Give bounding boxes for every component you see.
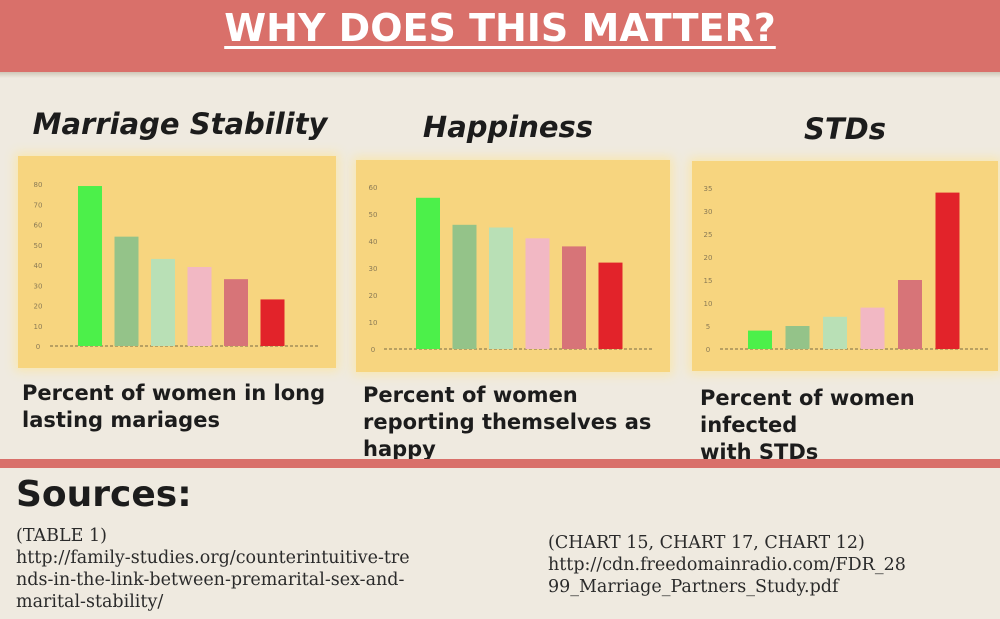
bar <box>562 246 586 349</box>
bar <box>898 280 922 349</box>
y-tick-label: 50 <box>34 242 43 250</box>
bar <box>224 279 248 346</box>
bar <box>525 238 550 349</box>
y-tick-label: 30 <box>34 282 43 290</box>
bar <box>823 316 847 349</box>
y-tick-label: 10 <box>34 323 43 331</box>
banner-shadow <box>0 72 1000 78</box>
caption-marriage-stability: Percent of women in long lasting mariage… <box>22 380 342 434</box>
chart-stds: 0 5 10 15 20 25 30 35 <box>704 185 988 354</box>
caption-happiness: Percent of women reporting themselves as… <box>363 382 663 463</box>
chart-happiness: 0 10 20 30 40 50 60 <box>369 184 652 354</box>
bar <box>187 267 212 346</box>
y-tick-label: 0 <box>706 346 710 354</box>
caption-stds: Percent of women infected with STDs <box>700 385 995 466</box>
y-tick-label: 20 <box>369 292 378 300</box>
source-link[interactable]: http://cdn.freedomainradio.com/FDR_28 <box>548 555 906 575</box>
bar <box>452 224 477 349</box>
caption-line: Percent of women infected <box>700 386 915 437</box>
header-banner <box>0 0 1000 72</box>
bar <box>598 262 623 349</box>
y-tick-label: 15 <box>704 277 713 285</box>
y-tick-label: 0 <box>371 346 375 354</box>
y-tick-label: 80 <box>34 181 43 189</box>
chart-marriage-stability: 0 10 20 30 40 50 60 70 80 <box>34 181 318 351</box>
section-divider <box>0 459 1000 468</box>
bar <box>935 192 960 349</box>
bar <box>860 307 885 349</box>
source-link[interactable]: nds-in-the-link-between-premarital-sex-a… <box>16 570 405 590</box>
page-title: WHY DOES THIS MATTER? <box>224 6 776 50</box>
chart-panel-happiness: 0 10 20 30 40 50 60 <box>356 160 670 372</box>
chart-panel-stds: 0 5 10 15 20 25 30 35 <box>692 161 998 371</box>
source-label: (TABLE 1) <box>16 526 107 546</box>
y-tick-label: 20 <box>34 303 43 311</box>
bar <box>416 197 440 349</box>
caption-line: Percent of women in long <box>22 381 326 405</box>
y-tick-label: 20 <box>704 254 713 262</box>
y-tick-label: 70 <box>34 201 43 209</box>
source-left: (TABLE 1) http://family-studies.org/coun… <box>16 525 526 613</box>
y-tick-label: 60 <box>369 184 378 192</box>
y-tick-label: 40 <box>34 262 43 270</box>
y-tick-label: 30 <box>369 265 378 273</box>
y-tick-label: 10 <box>704 300 713 308</box>
bar <box>489 227 513 349</box>
bar <box>748 330 772 349</box>
source-link[interactable]: 99_Marriage_Partners_Study.pdf <box>548 577 839 597</box>
bar <box>260 299 285 346</box>
y-tick-label: 40 <box>369 238 378 246</box>
source-right: (CHART 15, CHART 17, CHART 12) http://cd… <box>548 532 988 598</box>
bar <box>114 236 139 346</box>
y-tick-label: 0 <box>36 343 40 351</box>
chart-title-happiness: Happiness <box>422 110 594 144</box>
bar <box>785 326 810 349</box>
bar <box>78 186 102 346</box>
chart-title-stds: STDs <box>803 112 886 146</box>
bar <box>151 258 175 346</box>
source-label: (CHART 15, CHART 17, CHART 12) <box>548 533 865 553</box>
y-tick-label: 50 <box>369 211 378 219</box>
y-tick-label: 30 <box>704 208 713 216</box>
y-tick-label: 60 <box>34 222 43 230</box>
caption-line: happy <box>363 437 436 461</box>
y-tick-label: 25 <box>704 231 713 239</box>
chart-title-marriage-stability: Marriage Stability <box>32 107 328 141</box>
chart-panel-marriage-stability: 0 10 20 30 40 50 60 70 80 <box>18 156 336 368</box>
source-link[interactable]: http://family-studies.org/counterintuiti… <box>16 548 410 568</box>
y-tick-label: 35 <box>704 185 713 193</box>
caption-line: Percent of women <box>363 383 578 407</box>
source-link[interactable]: marital-stability/ <box>16 592 164 612</box>
y-tick-label: 10 <box>369 319 378 327</box>
caption-line: lasting mariages <box>22 408 220 432</box>
y-tick-label: 5 <box>706 323 710 331</box>
sources-heading: Sources: <box>16 474 192 515</box>
caption-line: reporting themselves as <box>363 410 652 434</box>
